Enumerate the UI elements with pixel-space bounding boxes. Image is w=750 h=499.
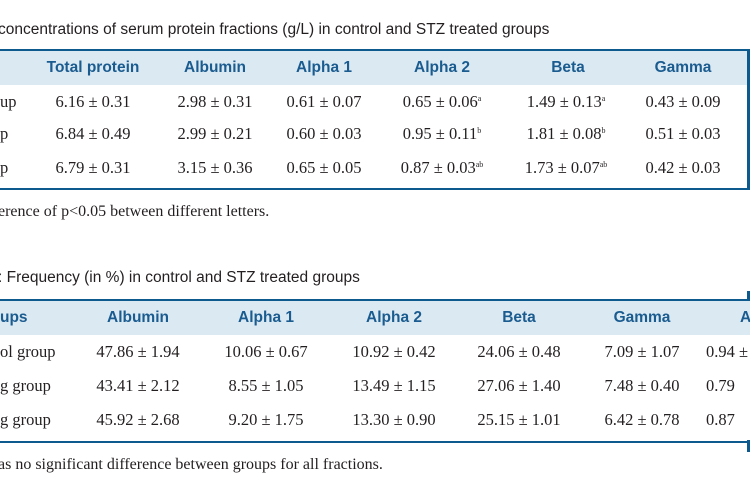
ag-value: 0.94 ±	[706, 342, 749, 361]
albumin-value: 47.86 ± 1.94	[96, 342, 180, 361]
table1-header-total-protein: Total protein	[46, 59, 140, 76]
table2-bottom-rule	[0, 441, 750, 443]
table1-header-alpha2: Alpha 2	[414, 59, 470, 76]
alpha2-value: 0.95 ± 0.11b	[403, 124, 481, 144]
albumin-value: 43.41 ± 2.12	[96, 376, 180, 395]
total-protein-value: 6.79 ± 0.31	[55, 158, 131, 177]
table2-right-border-top	[747, 291, 750, 299]
alpha2-superscript: ab	[475, 160, 484, 169]
table1-header-beta: Beta	[551, 59, 585, 76]
table2-header-row: ups Albumin Alpha 1 Alpha 2 Beta Gamma A	[0, 299, 750, 335]
gamma-value: 0.43 ± 0.09	[645, 92, 721, 111]
beta-value: 1.73 ± 0.07ab	[525, 158, 608, 178]
ag-value: 0.79	[706, 376, 735, 395]
beta-value: 1.81 ± 0.08b	[526, 124, 605, 144]
alpha2-value: 0.87 ± 0.03ab	[401, 158, 484, 178]
table1-header-albumin: Albumin	[184, 59, 246, 76]
group-label: g group	[0, 376, 51, 395]
table1-bottom-rule	[0, 188, 750, 190]
ag-value: 0.87	[706, 410, 735, 429]
gamma-value: 6.42 ± 0.78	[604, 410, 680, 429]
table1-footnote: erence of p<0.05 between different lette…	[0, 203, 270, 220]
beta-number: 1.49 ± 0.13	[526, 92, 602, 111]
table1-header-row: Total protein Albumin Alpha 1 Alpha 2 Be…	[0, 49, 750, 85]
table-row: p 6.84 ± 0.49 2.99 ± 0.21 0.60 ± 0.03 0.…	[0, 124, 750, 148]
alpha2-value: 10.92 ± 0.42	[352, 342, 436, 361]
table-row: g group 45.92 ± 2.68 9.20 ± 1.75 13.30 ±…	[0, 410, 750, 434]
alpha2-number: 0.87 ± 0.03	[400, 158, 476, 177]
alpha2-number: 0.65 ± 0.06	[402, 92, 478, 111]
beta-number: 1.81 ± 0.08	[526, 124, 602, 143]
beta-value: 25.15 ± 1.01	[477, 410, 561, 429]
table-row: up 6.16 ± 0.31 2.98 ± 0.31 0.61 ± 0.07 0…	[0, 92, 750, 116]
beta-value: 24.06 ± 0.48	[477, 342, 561, 361]
alpha2-value: 13.30 ± 0.90	[352, 410, 436, 429]
group-label: ol group	[0, 342, 56, 361]
alpha2-superscript: a	[477, 94, 482, 103]
beta-superscript: b	[601, 126, 606, 135]
albumin-value: 45.92 ± 2.68	[96, 410, 180, 429]
table1-header-gamma: Gamma	[654, 59, 712, 76]
beta-superscript: ab	[599, 160, 608, 169]
table1-right-border	[747, 49, 750, 190]
alpha1-value: 8.55 ± 1.05	[228, 376, 304, 395]
table2-footnote: as no significant difference between gro…	[0, 456, 383, 473]
table2-header-alpha1: Alpha 1	[238, 309, 294, 326]
group-label: p	[0, 158, 9, 177]
table2-right-border-bottom	[747, 440, 750, 452]
group-label: up	[0, 92, 17, 111]
group-label: p	[0, 124, 9, 143]
beta-value: 27.06 ± 1.40	[477, 376, 561, 395]
table-row: p 6.79 ± 0.31 3.15 ± 0.36 0.65 ± 0.05 0.…	[0, 158, 750, 182]
table-row: g group 43.41 ± 2.12 8.55 ± 1.05 13.49 ±…	[0, 376, 750, 400]
beta-value: 1.49 ± 0.13a	[527, 92, 606, 112]
alpha1-value: 0.61 ± 0.07	[286, 92, 362, 111]
total-protein-value: 6.16 ± 0.31	[55, 92, 131, 111]
gamma-value: 7.09 ± 1.07	[604, 342, 680, 361]
alpha1-value: 0.65 ± 0.05	[286, 158, 362, 177]
group-label: g group	[0, 410, 51, 429]
albumin-value: 3.15 ± 0.36	[177, 158, 253, 177]
table1-caption: concentrations of serum protein fraction…	[0, 21, 550, 38]
gamma-value: 0.42 ± 0.03	[645, 158, 721, 177]
table2-header-ag: A	[740, 309, 750, 326]
albumin-value: 2.98 ± 0.31	[177, 92, 253, 111]
gamma-value: 0.51 ± 0.03	[645, 124, 721, 143]
alpha2-number: 0.95 ± 0.11	[402, 124, 478, 143]
beta-number: 1.73 ± 0.07	[524, 158, 600, 177]
table2-header-groups: ups	[0, 309, 28, 326]
alpha1-value: 10.06 ± 0.67	[224, 342, 308, 361]
table-row: ol group 47.86 ± 1.94 10.06 ± 0.67 10.92…	[0, 342, 750, 366]
alpha2-value: 13.49 ± 1.15	[352, 376, 436, 395]
table2-header-albumin: Albumin	[107, 309, 169, 326]
gamma-value: 7.48 ± 0.40	[604, 376, 680, 395]
table2-header-alpha2: Alpha 2	[366, 309, 422, 326]
total-protein-value: 6.84 ± 0.49	[55, 124, 131, 143]
table2-header-beta: Beta	[502, 309, 536, 326]
table1-header-alpha1: Alpha 1	[296, 59, 352, 76]
alpha2-value: 0.65 ± 0.06a	[403, 92, 482, 112]
alpha2-superscript: b	[477, 126, 482, 135]
beta-superscript: a	[601, 94, 606, 103]
table2-header-gamma: Gamma	[613, 309, 671, 326]
albumin-value: 2.99 ± 0.21	[177, 124, 253, 143]
alpha1-value: 9.20 ± 1.75	[228, 410, 304, 429]
table2-caption: : Frequency (in %) in control and STZ tr…	[0, 269, 360, 286]
alpha1-value: 0.60 ± 0.03	[286, 124, 362, 143]
